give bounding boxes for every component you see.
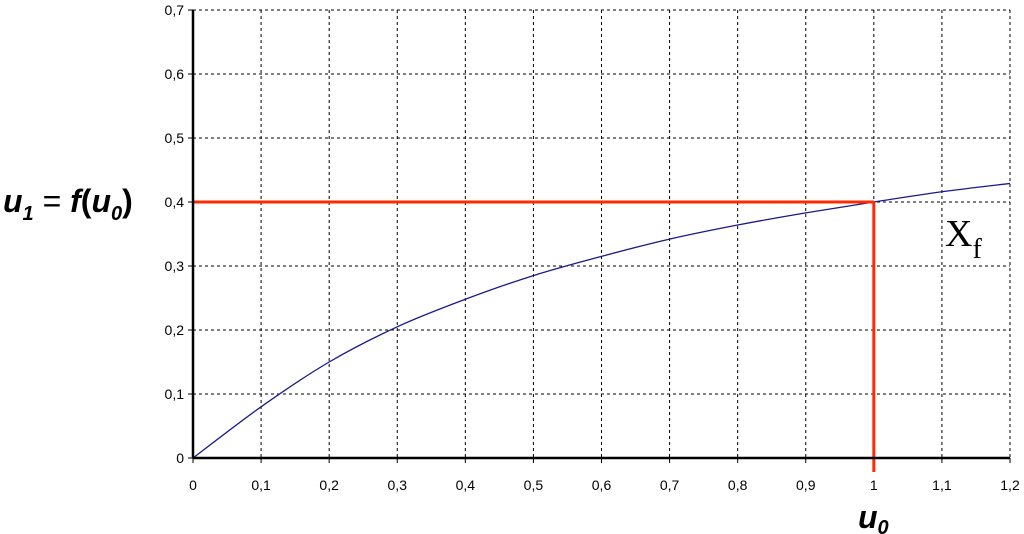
y-tick-label: 0,7 (165, 2, 185, 18)
axes (191, 10, 1010, 460)
x-tick-label: 0,3 (388, 477, 408, 493)
x-tick-label: 0 (189, 477, 197, 493)
x-axis-label: u0 (858, 499, 889, 534)
x-axis-ticks: 0 0,1 0,2 0,3 0,4 0,5 0,6 0,7 0,8 0,9 1 1,1 1,2 (189, 458, 1020, 493)
x-tick-label: 1,1 (932, 477, 952, 493)
series-line-0 (192, 182, 1011, 459)
y-tick-label: 0,3 (165, 258, 185, 274)
y-tick-label: 0,1 (165, 386, 185, 402)
reference-lines (193, 200, 876, 472)
y-axis-label: u1 = f(u0) (3, 183, 133, 225)
y-tick-label: 0,2 (165, 322, 185, 338)
x-tick-label: 1,2 (1000, 477, 1020, 493)
x-tick-label: 0,7 (660, 477, 680, 493)
y-tick-label: 0,5 (165, 130, 185, 146)
series-group (192, 182, 1011, 459)
x-tick-label: 0,5 (524, 477, 544, 493)
y-tick-label: 0 (176, 450, 184, 466)
annotation-xf: Xf (945, 213, 982, 265)
x-tick-label: 0,8 (728, 477, 748, 493)
y-tick-label: 0,6 (165, 66, 185, 82)
y-tick-label: 0,4 (165, 194, 185, 210)
x-tick-label: 0,9 (796, 477, 816, 493)
y-axis-ticks: 0 0,1 0,2 0,3 0,4 0,5 0,6 0,7 (165, 2, 193, 466)
x-tick-label: 0,4 (456, 477, 476, 493)
x-tick-label: 0,6 (592, 477, 612, 493)
x-tick-label: 1 (870, 477, 878, 493)
x-tick-label: 0,2 (319, 477, 339, 493)
grid (193, 9, 1011, 458)
x-tick-label: 0,1 (251, 477, 271, 493)
